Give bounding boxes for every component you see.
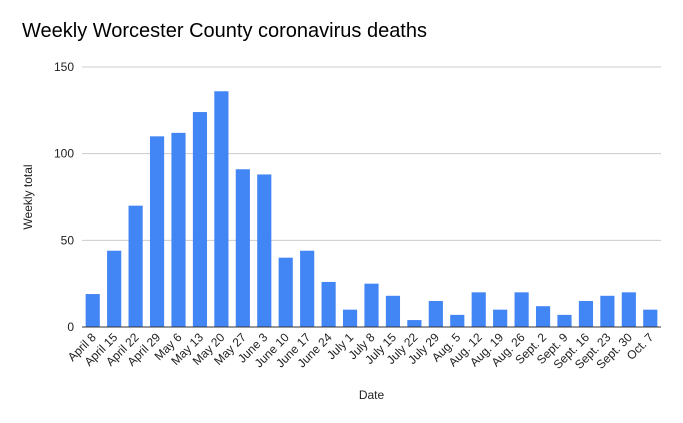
bar <box>342 309 358 327</box>
bar <box>171 132 186 327</box>
bar <box>578 301 594 327</box>
y-tick-labels: 0 50 100 150 <box>54 60 74 334</box>
bar <box>600 295 615 327</box>
bar <box>300 250 315 327</box>
y-tick-label: 100 <box>54 147 74 161</box>
bar <box>257 174 272 327</box>
bar <box>450 314 465 327</box>
bar <box>235 169 250 327</box>
bars <box>85 91 658 328</box>
bar <box>192 112 208 327</box>
bar <box>278 257 293 327</box>
bar <box>514 292 529 327</box>
bar <box>364 283 379 327</box>
bar <box>493 309 508 327</box>
y-tick-label: 50 <box>61 233 75 247</box>
bar <box>214 91 229 328</box>
bar <box>321 281 336 327</box>
bar <box>128 205 143 327</box>
bar <box>535 306 551 327</box>
bar <box>107 250 122 327</box>
bar <box>471 292 486 327</box>
bar <box>621 292 636 327</box>
gridlines <box>82 66 661 241</box>
bar <box>428 301 443 327</box>
bar <box>557 314 572 327</box>
bar <box>643 309 658 327</box>
y-axis-title: Weekly total <box>21 164 35 229</box>
bar <box>385 295 401 327</box>
bar <box>407 320 422 327</box>
chart-title: Weekly Worcester County coronavirus deat… <box>22 20 427 42</box>
y-tick-label: 150 <box>54 60 74 74</box>
x-axis-title: Date <box>359 388 385 402</box>
y-tick-label: 0 <box>67 320 74 334</box>
bar <box>85 294 100 327</box>
bar <box>149 136 165 327</box>
